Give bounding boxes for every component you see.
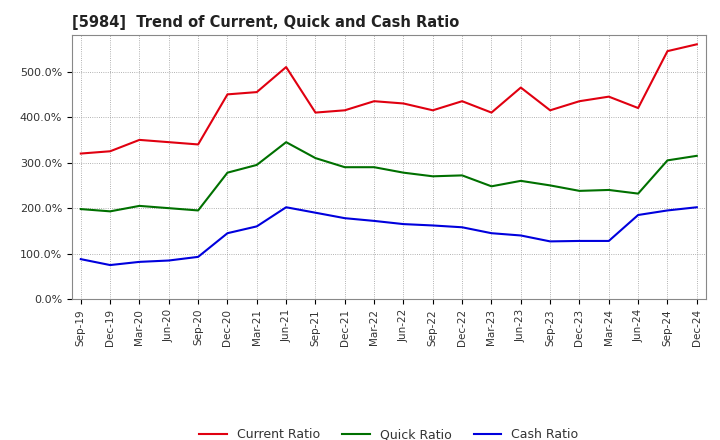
Quick Ratio — [135, 203, 144, 209]
Current Ratio — [487, 110, 496, 115]
Line: Quick Ratio: Quick Ratio — [81, 142, 697, 211]
Cash Ratio — [370, 218, 379, 224]
Quick Ratio — [634, 191, 642, 196]
Quick Ratio — [663, 158, 672, 163]
Current Ratio — [76, 151, 85, 156]
Cash Ratio — [458, 225, 467, 230]
Quick Ratio — [106, 209, 114, 214]
Current Ratio — [428, 108, 437, 113]
Quick Ratio — [575, 188, 584, 194]
Cash Ratio — [106, 262, 114, 268]
Quick Ratio — [370, 165, 379, 170]
Quick Ratio — [164, 205, 173, 211]
Quick Ratio — [341, 165, 349, 170]
Quick Ratio — [399, 170, 408, 175]
Current Ratio — [194, 142, 202, 147]
Quick Ratio — [546, 183, 554, 188]
Current Ratio — [282, 64, 290, 70]
Current Ratio — [223, 92, 232, 97]
Current Ratio — [311, 110, 320, 115]
Current Ratio — [341, 108, 349, 113]
Text: [5984]  Trend of Current, Quick and Cash Ratio: [5984] Trend of Current, Quick and Cash … — [72, 15, 459, 30]
Legend: Current Ratio, Quick Ratio, Cash Ratio: Current Ratio, Quick Ratio, Cash Ratio — [194, 423, 583, 440]
Current Ratio — [399, 101, 408, 106]
Cash Ratio — [399, 221, 408, 227]
Cash Ratio — [223, 231, 232, 236]
Cash Ratio — [135, 259, 144, 264]
Current Ratio — [575, 99, 584, 104]
Current Ratio — [605, 94, 613, 99]
Cash Ratio — [634, 213, 642, 218]
Current Ratio — [164, 139, 173, 145]
Cash Ratio — [76, 257, 85, 262]
Quick Ratio — [76, 206, 85, 212]
Cash Ratio — [516, 233, 525, 238]
Cash Ratio — [253, 224, 261, 229]
Cash Ratio — [428, 223, 437, 228]
Cash Ratio — [575, 238, 584, 244]
Current Ratio — [516, 85, 525, 90]
Quick Ratio — [311, 155, 320, 161]
Quick Ratio — [253, 162, 261, 168]
Quick Ratio — [516, 178, 525, 183]
Cash Ratio — [663, 208, 672, 213]
Quick Ratio — [194, 208, 202, 213]
Quick Ratio — [282, 139, 290, 145]
Quick Ratio — [693, 153, 701, 158]
Cash Ratio — [311, 210, 320, 215]
Quick Ratio — [428, 174, 437, 179]
Current Ratio — [253, 89, 261, 95]
Current Ratio — [370, 99, 379, 104]
Line: Current Ratio: Current Ratio — [81, 44, 697, 154]
Current Ratio — [663, 48, 672, 54]
Quick Ratio — [487, 183, 496, 189]
Current Ratio — [693, 42, 701, 47]
Cash Ratio — [487, 231, 496, 236]
Current Ratio — [458, 99, 467, 104]
Current Ratio — [546, 108, 554, 113]
Cash Ratio — [164, 258, 173, 263]
Current Ratio — [135, 137, 144, 143]
Cash Ratio — [605, 238, 613, 244]
Cash Ratio — [693, 205, 701, 210]
Quick Ratio — [223, 170, 232, 175]
Cash Ratio — [341, 216, 349, 221]
Current Ratio — [106, 149, 114, 154]
Cash Ratio — [546, 239, 554, 244]
Cash Ratio — [282, 205, 290, 210]
Line: Cash Ratio: Cash Ratio — [81, 207, 697, 265]
Cash Ratio — [194, 254, 202, 260]
Quick Ratio — [605, 187, 613, 193]
Quick Ratio — [458, 173, 467, 178]
Current Ratio — [634, 106, 642, 111]
